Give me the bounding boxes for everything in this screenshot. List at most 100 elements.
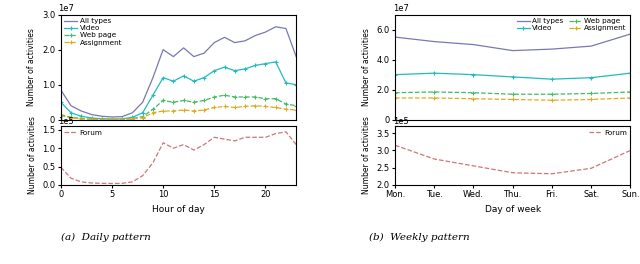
Video — [108, 117, 116, 121]
All types — [170, 55, 177, 58]
All types — [252, 34, 259, 37]
Forum — [108, 182, 116, 185]
Forum — [77, 180, 85, 183]
Text: 1e7: 1e7 — [393, 4, 408, 13]
Video — [180, 74, 188, 78]
Assignment — [509, 98, 516, 101]
Web page — [159, 99, 167, 102]
All types — [470, 43, 477, 46]
Text: (a)  Daily pattern: (a) Daily pattern — [61, 233, 150, 242]
Video — [221, 65, 228, 69]
Assignment — [200, 108, 208, 111]
All types — [149, 76, 157, 79]
Forum — [159, 141, 167, 144]
Web page — [272, 97, 280, 100]
Forum — [180, 143, 188, 146]
Assignment — [391, 96, 399, 100]
Forum — [231, 139, 239, 143]
Assignment — [159, 109, 167, 112]
Video — [170, 80, 177, 83]
Video — [211, 69, 218, 72]
Video — [282, 81, 290, 84]
Assignment — [180, 108, 188, 111]
Video — [129, 116, 136, 119]
Line: All types: All types — [61, 27, 296, 117]
Text: 1e7: 1e7 — [58, 4, 74, 13]
Line: Video: Video — [58, 59, 299, 121]
All types — [221, 36, 228, 39]
All types — [588, 45, 595, 48]
Forum — [588, 167, 595, 170]
Assignment — [241, 105, 249, 108]
Forum — [262, 136, 269, 139]
Video — [57, 101, 65, 104]
Web page — [241, 95, 249, 98]
All types — [108, 115, 116, 119]
Text: (b)  Weekly pattern: (b) Weekly pattern — [369, 233, 470, 242]
All types — [129, 111, 136, 114]
All types — [159, 48, 167, 51]
Text: 1e5: 1e5 — [393, 117, 408, 126]
Video — [241, 67, 249, 70]
Y-axis label: Number of activities: Number of activities — [362, 28, 371, 106]
Line: Forum: Forum — [395, 145, 630, 174]
Web page — [262, 97, 269, 100]
Assignment — [77, 117, 85, 120]
Video — [77, 115, 85, 118]
All types — [282, 27, 290, 30]
Web page — [77, 117, 85, 120]
Assignment — [272, 106, 280, 109]
Forum — [241, 136, 249, 139]
Forum — [391, 144, 399, 147]
All types — [627, 32, 634, 36]
Forum — [470, 164, 477, 167]
Forum — [57, 166, 65, 169]
Web page — [139, 115, 147, 118]
Line: Web page: Web page — [392, 89, 633, 97]
Video — [67, 111, 75, 114]
Web page — [98, 118, 106, 121]
Y-axis label: Number of activities: Number of activities — [28, 28, 36, 106]
Web page — [200, 99, 208, 102]
Video — [98, 117, 106, 120]
All types — [262, 30, 269, 34]
Web page — [190, 101, 198, 104]
Video — [139, 111, 147, 114]
Assignment — [190, 109, 198, 112]
Web page — [88, 117, 95, 121]
Video — [292, 83, 300, 86]
All types — [431, 40, 438, 43]
Web page — [588, 92, 595, 95]
Video — [509, 75, 516, 78]
Web page — [221, 94, 228, 97]
All types — [139, 101, 147, 104]
Forum — [282, 130, 290, 133]
Forum — [509, 171, 516, 174]
Video — [159, 76, 167, 79]
Assignment — [548, 99, 556, 102]
Legend: All types, Video, Web page, Assignment: All types, Video, Web page, Assignment — [515, 17, 628, 33]
Assignment — [221, 105, 228, 108]
Web page — [231, 95, 239, 98]
Web page — [149, 108, 157, 111]
Forum — [200, 143, 208, 146]
Web page — [252, 95, 259, 98]
Web page — [282, 102, 290, 106]
Forum — [252, 136, 259, 139]
Assignment — [262, 105, 269, 108]
Assignment — [292, 108, 300, 111]
Video — [200, 76, 208, 79]
Assignment — [170, 109, 177, 112]
Assignment — [431, 96, 438, 100]
Assignment — [588, 98, 595, 101]
Legend: Forum: Forum — [63, 129, 104, 138]
Video — [118, 117, 126, 120]
Video — [262, 62, 269, 65]
Web page — [211, 95, 218, 98]
Forum — [149, 161, 157, 164]
Assignment — [252, 104, 259, 107]
Forum — [221, 138, 228, 141]
All types — [292, 55, 300, 58]
Video — [88, 116, 95, 120]
Forum — [118, 182, 126, 185]
